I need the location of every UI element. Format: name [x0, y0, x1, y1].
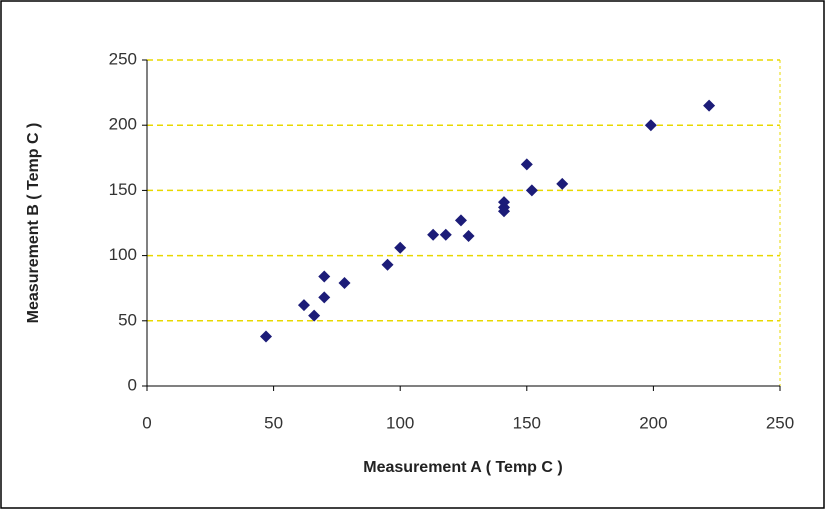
point	[394, 241, 407, 254]
point	[644, 119, 657, 132]
y-tick-label: 200	[109, 115, 137, 134]
y-tick-label: 250	[109, 49, 137, 68]
point	[260, 330, 273, 343]
point	[439, 228, 452, 241]
x-tick-label: 100	[386, 413, 414, 432]
point	[338, 276, 351, 289]
point	[703, 99, 716, 112]
x-tick-label: 150	[513, 413, 541, 432]
point	[427, 228, 440, 241]
y-axis-title: Measurement B ( Temp C )	[25, 123, 42, 324]
point	[462, 230, 475, 243]
x-axis-title: Measurement A ( Temp C )	[363, 459, 562, 476]
x-tick-label: 50	[264, 413, 283, 432]
point	[308, 309, 321, 322]
point	[525, 184, 538, 197]
x-tick-label: 250	[766, 413, 794, 432]
point	[556, 177, 569, 190]
point	[318, 270, 331, 283]
y-tick-label: 100	[109, 245, 137, 264]
y-tick-label: 150	[109, 180, 137, 199]
point	[454, 214, 467, 227]
y-tick-label: 50	[118, 310, 137, 329]
point	[381, 258, 394, 271]
y-tick-label: 0	[128, 375, 137, 394]
point	[498, 205, 511, 218]
point	[297, 299, 310, 312]
x-tick-label: 200	[639, 413, 667, 432]
x-tick-label: 0	[142, 413, 151, 432]
point	[520, 158, 533, 171]
point	[318, 291, 331, 304]
